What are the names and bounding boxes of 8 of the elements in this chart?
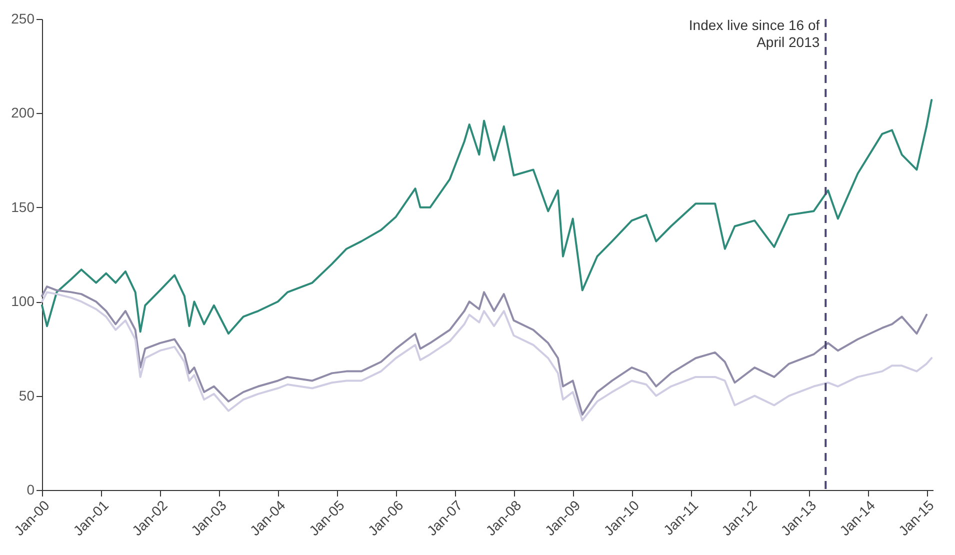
y-tick-label: 250 (11, 10, 35, 26)
y-tick-label: 200 (11, 104, 35, 121)
y-tick-label: 0 (26, 482, 35, 498)
y-tick-label: 100 (11, 293, 35, 310)
line-series (41, 99, 933, 335)
ref-line-label: Index live since 16 of April 2013 (688, 17, 820, 50)
y-tick-label: 150 (11, 198, 35, 215)
y-tick-label: 50 (18, 387, 35, 404)
